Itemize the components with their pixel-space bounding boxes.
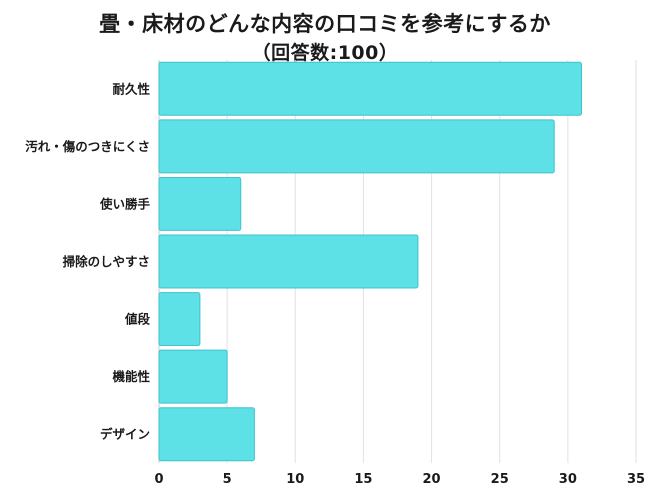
bar-3 — [158, 234, 419, 289]
bars — [158, 61, 582, 462]
category-label: 掃除のしやすさ — [63, 254, 150, 269]
category-label: 汚れ・傷のつきにくさ — [25, 139, 150, 154]
chart-subtitle: （回答数:100） — [251, 42, 399, 64]
bar-4 — [158, 292, 201, 347]
bar-2 — [158, 176, 242, 231]
bar-5 — [158, 349, 228, 404]
x-tick-label: 35 — [627, 472, 645, 487]
x-tick-label: 5 — [223, 472, 232, 487]
x-tick-label: 10 — [286, 472, 304, 487]
bar-0 — [158, 61, 582, 116]
chart-title: 畳・床材のどんな内容の口コミを参考にするか — [99, 12, 551, 36]
x-tick-label: 15 — [354, 472, 372, 487]
category-label: デザイン — [100, 427, 150, 442]
x-tick-label: 0 — [154, 472, 163, 487]
category-label: 値段 — [124, 312, 151, 327]
tick-labels: 0 5 10 15 20 25 30 35 — [154, 472, 645, 487]
x-tick-label: 20 — [423, 472, 441, 487]
bar-1 — [158, 119, 555, 174]
category-label: 耐久性 — [112, 81, 150, 96]
category-label: 機能性 — [112, 369, 150, 384]
x-tick-label: 30 — [559, 472, 577, 487]
category-label: 使い勝手 — [99, 196, 151, 211]
x-tick-label: 25 — [491, 472, 509, 487]
bar-6 — [158, 407, 255, 462]
